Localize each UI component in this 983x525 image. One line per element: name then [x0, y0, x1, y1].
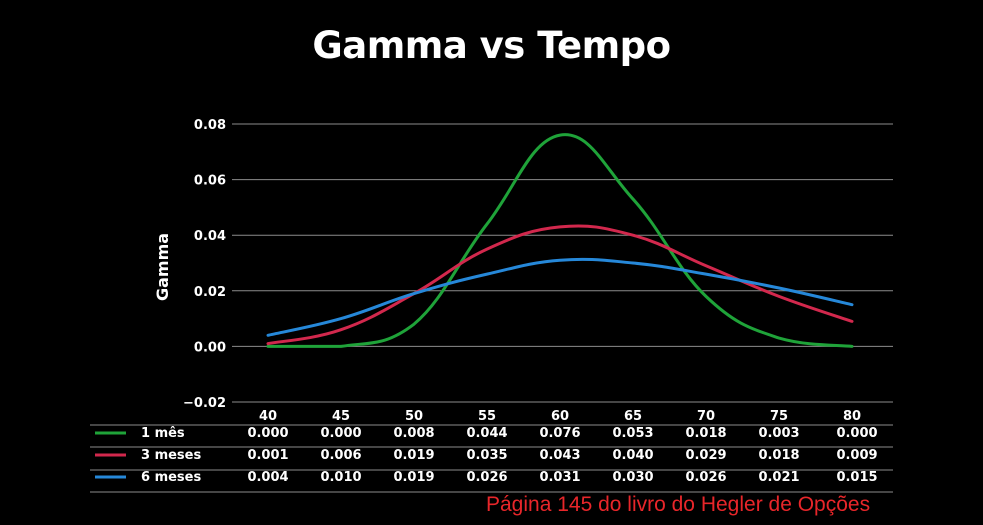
x-tick-label: 75 [770, 409, 788, 424]
y-axis-label: Gamma [153, 233, 172, 301]
table-cell: 0.031 [539, 470, 580, 485]
series-line-2 [266, 224, 854, 346]
table-cell: 0.019 [393, 470, 434, 485]
table-cell: 0.035 [466, 448, 507, 463]
x-tick-label: 45 [332, 409, 350, 424]
table-cell: 0.076 [539, 426, 580, 441]
chart-title: Gamma vs Tempo [312, 24, 671, 67]
x-tick-label: 70 [697, 409, 715, 424]
table-cell: 0.019 [393, 448, 434, 463]
table-cell: 0.053 [612, 426, 653, 441]
table-cell: 0.043 [539, 448, 580, 463]
table-cell: 0.006 [320, 448, 361, 463]
table-cell: 0.040 [612, 448, 653, 463]
data-table: 40 45 50 55 60 65 70 75 80 1 mês 0.000 0.000 0.008 0.… [90, 409, 893, 493]
y-axis-ticks: 0.08 0.06 0.04 0.02 0.00 −0.02 [183, 118, 226, 411]
table-cell: 0.018 [758, 448, 799, 463]
table-cell: 0.010 [320, 470, 361, 485]
y-tick-label: −0.02 [183, 396, 226, 411]
table-cell: 0.029 [685, 448, 726, 463]
y-tick-label: 0.02 [194, 285, 226, 300]
x-tick-label: 40 [259, 409, 277, 424]
table-cell: 0.030 [612, 470, 653, 485]
legend-label: 1 mês [141, 426, 185, 441]
series-line-1 [266, 133, 854, 348]
x-tick-label: 55 [478, 409, 496, 424]
series-line-3 [266, 257, 854, 337]
table-cell: 0.003 [758, 426, 799, 441]
table-cell: 0.000 [320, 426, 361, 441]
x-tick-label: 65 [624, 409, 642, 424]
table-cell: 0.026 [466, 470, 507, 485]
table-cell: 0.000 [836, 426, 877, 441]
y-tick-label: 0.00 [194, 340, 226, 355]
x-tick-label: 60 [551, 409, 569, 424]
source-note: Página 145 do livro do Hegler de Opções [486, 493, 871, 516]
table-cell: 0.021 [758, 470, 799, 485]
x-tick-label: 80 [843, 409, 861, 424]
table-cell: 0.009 [836, 448, 877, 463]
table-cell: 0.018 [685, 426, 726, 441]
y-tick-label: 0.06 [194, 174, 226, 189]
table-cell: 0.000 [247, 426, 288, 441]
table-cell: 0.015 [836, 470, 877, 485]
x-tick-label: 50 [405, 409, 423, 424]
series-lines [266, 133, 854, 348]
y-tick-label: 0.04 [194, 229, 226, 244]
table-cell: 0.008 [393, 426, 434, 441]
legend-label: 6 meses [141, 470, 201, 485]
y-tick-label: 0.08 [194, 118, 226, 133]
table-cell: 0.001 [247, 448, 288, 463]
table-cell: 0.044 [466, 426, 507, 441]
grid-lines [232, 123, 893, 403]
legend-label: 3 meses [141, 448, 201, 463]
table-cell: 0.026 [685, 470, 726, 485]
table-cell: 0.004 [247, 470, 288, 485]
